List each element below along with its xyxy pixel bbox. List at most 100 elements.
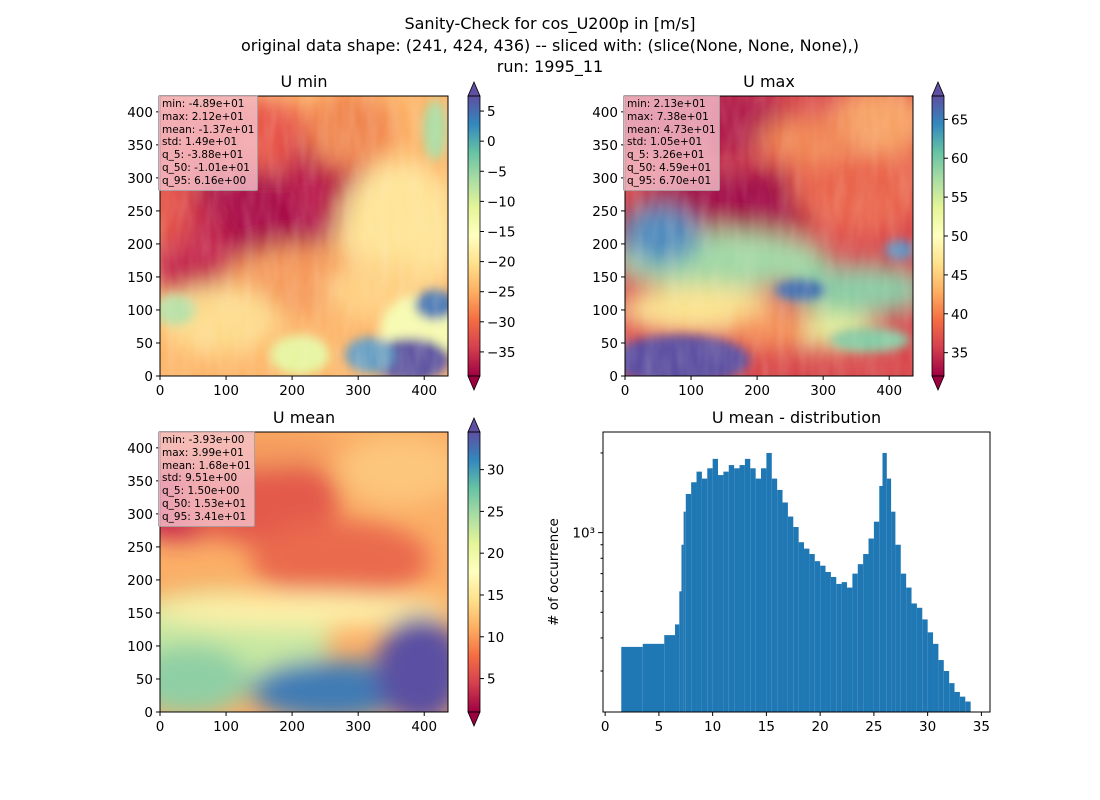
colorbar-u-min: 5 0 −5 −10 −15 −20 −25 −30 −35 [467,80,516,392]
x-tick-label: 25 [865,719,882,735]
histogram-bar [900,573,907,712]
x-tick-label: 400 [411,719,437,735]
histogram-bar [949,683,955,712]
y-tick-label: 0 [609,369,618,385]
colorbar-tick-label: −5 [487,164,507,180]
colorbar-tick-label: 10 [487,630,504,646]
histogram-bar [683,511,686,712]
colorbar-u-mean: 30 25 20 15 10 5 [467,416,504,728]
histogram-bar [798,542,805,712]
colorbar-tick-label: 5 [487,104,496,120]
x-tick-label: 20 [812,719,829,735]
colorbar-tick-label: 40 [951,307,968,323]
histogram-bar [879,486,883,712]
histogram-bar [739,465,745,712]
stat-q5: q_5: 3.26e+01 [627,149,705,162]
x-tick-label: 0 [156,719,165,735]
y-tick-label: 150 [127,270,153,286]
suptitle-line-1: Sanity-Check for cos_U200p in [m/s] [404,14,696,33]
colorbar-tick-label: 60 [951,151,968,167]
histogram-bar [959,696,966,712]
x-tick-label: 400 [411,383,437,399]
y-tick-label: 300 [127,171,153,187]
y-tick-label: 100 [592,303,618,319]
histogram-bar [744,458,751,712]
y-tick-label: 350 [127,138,153,154]
colorbar-tick-label: −30 [487,315,516,331]
y-tick-label: 350 [127,474,153,490]
histogram-bar [857,564,864,712]
stat-std: std: 1.49e+01 [162,136,238,149]
histogram-bar [841,582,848,712]
histogram-bar [938,660,944,712]
y-tick-label: 400 [127,441,153,457]
colorbar-tick-label: 0 [487,134,496,150]
histogram-bar [728,465,735,712]
histogram-bar [847,587,853,712]
histogram-bar [863,554,869,712]
panel-u-min: 0 100 200 300 400 0 50 100 150 200 250 300 350 400 5… [127,80,516,399]
y-ticks: 0 50 100 150 200 250 300 350 400 [592,105,625,385]
stat-min: min: -4.89e+01 [162,98,245,110]
histogram-bar [965,701,971,712]
histogram-bar [712,458,719,712]
x-tick-label: 5 [655,719,664,735]
colorbar-extend-min [931,375,945,392]
y-tick-label: 100 [127,303,153,319]
x-tick-label: 200 [744,383,770,399]
x-tick-label: 0 [621,383,630,399]
x-tick-label: 35 [973,719,990,735]
stat-q50: q_50: -1.01e+01 [162,161,250,174]
y-tick-label: 250 [127,204,153,220]
histogram-bar [891,511,896,712]
title-u-min: U min [280,72,328,91]
histogram-bar [675,624,680,712]
x-tick-label: 100 [678,383,704,399]
colorbar-extend-min [467,711,481,728]
histogram-bar [836,583,842,712]
histogram-bar [787,516,794,712]
stat-mean: mean: 1.68e+01 [162,459,251,472]
histogram-bar [809,554,815,712]
axes-frame [159,95,449,377]
histogram-bar [681,544,684,712]
histogram-bar [761,468,767,712]
histogram-bar [621,646,643,712]
histogram-bar [642,643,665,712]
stat-max: max: 7.38e+01 [627,110,709,123]
title-u-max: U max [743,72,795,91]
y-tick-label: 100 [127,639,153,655]
y-tick-label: 150 [127,606,153,622]
x-ticks: 0 5 10 15 20 25 30 35 [601,712,990,735]
axes-frame [624,95,914,377]
histogram-bar [814,561,821,712]
colorbar-frame [467,95,481,377]
histogram-bar [916,607,923,712]
colorbar-tick-label: −20 [487,255,516,271]
histogram-bar [707,468,713,712]
colorbar-tick-label: 15 [487,588,504,604]
x-tick-label: 200 [279,383,305,399]
colorbar-tick-label: 55 [951,190,968,206]
y-tick-label: 300 [127,507,153,523]
colorbar-tick-label: 20 [487,546,504,562]
colorbar-tick-label: 25 [487,504,504,520]
y-axis-label: # of occurrence [546,518,562,626]
histogram-bar [943,671,950,712]
y-tick-label: 50 [136,336,153,352]
colorbar-gradient [468,432,480,712]
colorbar-tick-label: −10 [487,194,516,210]
stat-q5: q_5: -3.88e+01 [162,149,244,162]
colorbar-frame [467,431,481,713]
x-ticks: 0 100 200 300 400 [156,376,437,399]
x-tick-label: 100 [213,719,239,735]
colorbar-tick-label: −15 [487,224,516,240]
histogram-bar [701,478,708,712]
y-tick-label: 250 [592,204,618,220]
histogram-bar [782,502,788,712]
histogram-bar [777,489,783,712]
y-tick-label: 200 [127,573,153,589]
x-ticks: 0 100 200 300 400 [621,376,902,399]
y-ticks: 0 50 100 150 200 250 300 350 400 [127,105,160,385]
histogram-bar [820,565,826,712]
